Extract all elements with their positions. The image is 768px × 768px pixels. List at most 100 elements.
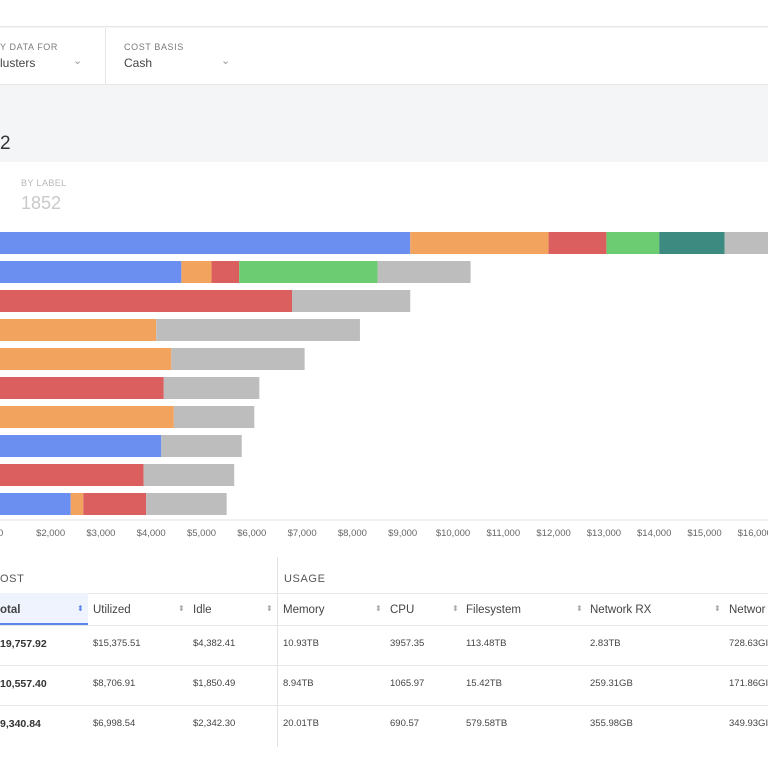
- bar-segment[interactable]: [173, 406, 255, 428]
- bar-segment[interactable]: [181, 261, 212, 283]
- x-tick-label: $16,000: [738, 528, 768, 539]
- column-header-network-tx[interactable]: Networ: [729, 604, 766, 616]
- x-tick-label: $6,000: [237, 528, 266, 539]
- sort-icon[interactable]: ⬍: [714, 604, 721, 613]
- chevron-down-icon[interactable]: ⌄: [73, 55, 83, 67]
- bar-segment[interactable]: [606, 232, 660, 254]
- cost-basis-value: Cash: [124, 56, 153, 70]
- sort-icon[interactable]: ⬍: [266, 604, 273, 613]
- bar-segment[interactable]: [83, 493, 147, 515]
- sort-icon[interactable]: ⬍: [452, 604, 459, 613]
- divider: [0, 593, 768, 594]
- group-header-usage: USAGE: [284, 573, 326, 585]
- table-cell: 579.58TB: [466, 718, 508, 729]
- bar-segment[interactable]: [0, 319, 157, 341]
- column-header-total[interactable]: otal: [0, 593, 88, 625]
- x-tick-label: $7,000: [288, 528, 317, 539]
- bar-segment[interactable]: [161, 435, 242, 457]
- cost-bar-chart: 0 $2,000 $3,000 $4,000 $5,000 $6,000 $7,000 $8,…: [0, 232, 768, 539]
- x-tick-label: $13,000: [587, 528, 621, 539]
- table-cell: 690.57: [390, 718, 420, 729]
- sort-icon[interactable]: ⬍: [77, 604, 84, 613]
- table-cell: 728.63GI: [729, 638, 768, 649]
- sort-icon[interactable]: ⬍: [178, 604, 185, 613]
- top-bar: [0, 0, 768, 27]
- table-cell: 1065.97: [390, 678, 425, 689]
- bar-segment[interactable]: [163, 377, 260, 399]
- x-tick-label: $12,000: [536, 528, 570, 539]
- bar-segment[interactable]: [410, 232, 549, 254]
- group-header-cost: OST: [0, 573, 25, 585]
- x-tick-label: $8,000: [338, 528, 367, 539]
- data-for-filter[interactable]: Y DATA FOR lusters ⌄: [0, 28, 105, 85]
- table-cell: 259.31GB: [590, 678, 633, 689]
- stat-label: BY LABEL: [21, 178, 67, 188]
- x-tick-label: 0: [0, 528, 3, 539]
- table-cell: 10,557.40: [0, 678, 47, 690]
- bar-segment[interactable]: [0, 406, 174, 428]
- bar-segment[interactable]: [70, 493, 84, 515]
- bar-segment[interactable]: [377, 261, 471, 283]
- table-cell: 19,757.92: [0, 638, 47, 650]
- column-header-utilized[interactable]: Utilized: [93, 604, 131, 616]
- x-tick-label: $3,000: [86, 528, 115, 539]
- column-header-idle[interactable]: Idle: [193, 604, 212, 616]
- table-cell: 8.94TB: [283, 678, 314, 689]
- table-cell: $8,706.91: [93, 678, 136, 689]
- bar-segment[interactable]: [156, 319, 360, 341]
- x-tick-label: $9,000: [388, 528, 417, 539]
- divider: [0, 705, 768, 706]
- heading-band: [0, 86, 768, 162]
- bar-segment[interactable]: [0, 290, 293, 312]
- table-cell: 171.86GI: [729, 678, 768, 689]
- bar-segment[interactable]: [0, 493, 71, 515]
- table-cell: $6,998.54: [93, 718, 136, 729]
- bar-segment[interactable]: [0, 261, 182, 283]
- column-header-network-rx[interactable]: Network RX: [590, 604, 652, 616]
- x-tick-label: $2,000: [36, 528, 65, 539]
- divider: [0, 665, 768, 666]
- bar-segment[interactable]: [171, 348, 305, 370]
- bar-segment[interactable]: [548, 232, 607, 254]
- table-cell: 9,340.84: [0, 718, 41, 730]
- report-panel: BY LABEL 1852 0 $2,000 $3,000 $4,000 $5,000 $…: [0, 162, 768, 768]
- bar-segment[interactable]: [659, 232, 725, 254]
- data-for-value: lusters: [0, 56, 36, 70]
- x-tick-label: $11,000: [486, 528, 520, 539]
- column-header-cpu[interactable]: CPU: [390, 604, 415, 616]
- bar-segment[interactable]: [0, 435, 162, 457]
- sort-icon[interactable]: ⬍: [375, 604, 382, 613]
- bar-segment[interactable]: [239, 261, 378, 283]
- bar-segment[interactable]: [0, 232, 411, 254]
- table-cell: $15,375.51: [93, 638, 141, 649]
- bar-segment[interactable]: [211, 261, 240, 283]
- bar-segment[interactable]: [724, 232, 768, 254]
- bar-segment[interactable]: [0, 348, 172, 370]
- chevron-down-icon[interactable]: ⌄: [221, 55, 231, 67]
- table-cell: 349.93GI: [729, 718, 768, 729]
- column-header-filesystem[interactable]: Filesystem: [466, 604, 521, 616]
- cost-basis-label: COST BASIS: [124, 42, 184, 52]
- filter-bar: Y DATA FOR lusters ⌄ COST BASIS Cash ⌄: [0, 28, 768, 85]
- stat-value: 1852: [21, 193, 62, 213]
- cost-basis-filter[interactable]: COST BASIS Cash ⌄: [124, 28, 244, 85]
- sort-icon[interactable]: ⬍: [576, 604, 583, 613]
- x-tick-label: $4,000: [137, 528, 166, 539]
- bar-segment[interactable]: [146, 493, 227, 515]
- table-cell: 15.42TB: [466, 678, 502, 689]
- bar-segment[interactable]: [143, 464, 235, 486]
- column-header-memory[interactable]: Memory: [283, 604, 325, 616]
- bar-segment[interactable]: [292, 290, 411, 312]
- table-cell: $1,850.49: [193, 678, 236, 689]
- page-title: 2: [0, 133, 11, 154]
- table-cell: $4,382.41: [193, 638, 236, 649]
- x-tick-label: $5,000: [187, 528, 216, 539]
- table-cell: 113.48TB: [466, 638, 507, 649]
- x-tick-label: $14,000: [637, 528, 671, 539]
- x-tick-label: $15,000: [687, 528, 721, 539]
- table-cell: 2.83TB: [590, 638, 621, 649]
- table-cell: 20.01TB: [283, 718, 319, 729]
- bar-segment[interactable]: [0, 377, 164, 399]
- bar-segment[interactable]: [0, 464, 144, 486]
- table-cell: 3957.35: [390, 638, 425, 649]
